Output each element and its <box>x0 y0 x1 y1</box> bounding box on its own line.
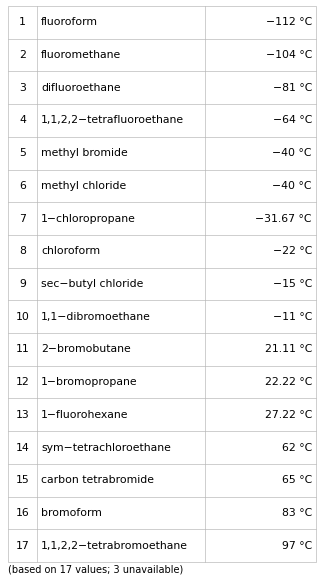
Text: fluoroform: fluoroform <box>41 18 98 28</box>
Text: −22 °C: −22 °C <box>273 247 312 257</box>
Text: −11 °C: −11 °C <box>273 312 312 322</box>
Text: −15 °C: −15 °C <box>273 279 312 289</box>
Text: methyl bromide: methyl bromide <box>41 148 128 158</box>
Text: 11: 11 <box>16 345 30 355</box>
Text: 2: 2 <box>19 50 26 60</box>
Text: 1,1−dibromoethane: 1,1−dibromoethane <box>41 312 151 322</box>
Text: 21.11 °C: 21.11 °C <box>265 345 312 355</box>
Text: −104 °C: −104 °C <box>266 50 312 60</box>
Text: 27.22 °C: 27.22 °C <box>265 410 312 420</box>
Text: 1−fluorohexane: 1−fluorohexane <box>41 410 129 420</box>
Text: 13: 13 <box>16 410 30 420</box>
Text: −40 °C: −40 °C <box>272 181 312 191</box>
Text: 9: 9 <box>19 279 26 289</box>
Text: methyl chloride: methyl chloride <box>41 181 127 191</box>
Text: −81 °C: −81 °C <box>273 83 312 93</box>
Text: 1: 1 <box>19 18 26 28</box>
Text: 3: 3 <box>19 83 26 93</box>
Text: 17: 17 <box>16 541 30 551</box>
Text: −112 °C: −112 °C <box>266 18 312 28</box>
Text: 65 °C: 65 °C <box>282 475 312 485</box>
Text: difluoroethane: difluoroethane <box>41 83 121 93</box>
Text: 6: 6 <box>19 181 26 191</box>
Text: 14: 14 <box>16 443 30 453</box>
Text: 1−chloropropane: 1−chloropropane <box>41 214 136 224</box>
Text: 12: 12 <box>16 377 30 387</box>
Text: bromoform: bromoform <box>41 508 102 518</box>
Text: sym−tetrachloroethane: sym−tetrachloroethane <box>41 443 171 453</box>
Text: 5: 5 <box>19 148 26 158</box>
Text: 97 °C: 97 °C <box>282 541 312 551</box>
Text: 4: 4 <box>19 116 26 126</box>
Text: 62 °C: 62 °C <box>282 443 312 453</box>
Text: 10: 10 <box>16 312 30 322</box>
Text: chloroform: chloroform <box>41 247 100 257</box>
Text: 83 °C: 83 °C <box>282 508 312 518</box>
Text: −64 °C: −64 °C <box>273 116 312 126</box>
Text: carbon tetrabromide: carbon tetrabromide <box>41 475 154 485</box>
Text: fluoromethane: fluoromethane <box>41 50 121 60</box>
Text: −40 °C: −40 °C <box>272 148 312 158</box>
Text: sec−butyl chloride: sec−butyl chloride <box>41 279 144 289</box>
Text: 1,1,2,2−tetrabromoethane: 1,1,2,2−tetrabromoethane <box>41 541 188 551</box>
Text: 22.22 °C: 22.22 °C <box>265 377 312 387</box>
Text: 15: 15 <box>16 475 30 485</box>
Text: 1−bromopropane: 1−bromopropane <box>41 377 138 387</box>
Text: 2−bromobutane: 2−bromobutane <box>41 345 131 355</box>
Text: (based on 17 values; 3 unavailable): (based on 17 values; 3 unavailable) <box>8 564 183 574</box>
Text: 1,1,2,2−tetrafluoroethane: 1,1,2,2−tetrafluoroethane <box>41 116 185 126</box>
Text: 7: 7 <box>19 214 26 224</box>
Text: 16: 16 <box>16 508 30 518</box>
Text: 8: 8 <box>19 247 26 257</box>
Text: −31.67 °C: −31.67 °C <box>255 214 312 224</box>
